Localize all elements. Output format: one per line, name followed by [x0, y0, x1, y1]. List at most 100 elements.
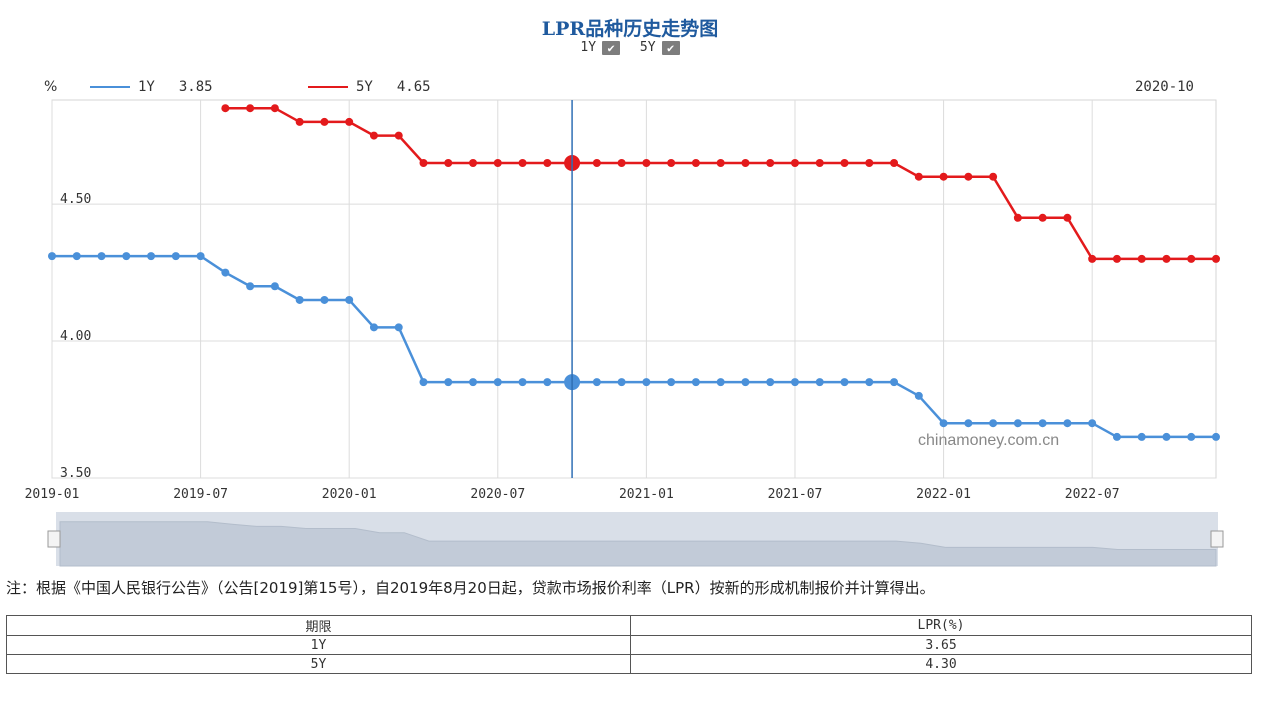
data-point-5y	[1137, 254, 1146, 263]
data-point-1y	[667, 378, 676, 387]
table-header-rate: LPR(%)	[630, 615, 1252, 636]
series-line-1y	[52, 254, 1216, 439]
x-tick-label: 2020-07	[470, 487, 525, 502]
legend-swatch-1y	[90, 86, 130, 88]
data-point-5y	[246, 104, 255, 113]
toggle-5y[interactable]: 5Y ✔	[640, 40, 680, 55]
x-tick-label: 2021-01	[619, 487, 674, 502]
data-point-5y	[518, 159, 527, 167]
data-point-1y	[1063, 419, 1072, 428]
data-point-5y	[790, 159, 799, 167]
data-point-5y	[691, 159, 700, 167]
table-row: 5Y 4.30	[6, 654, 1252, 674]
navigator-handle-left[interactable]	[47, 530, 61, 548]
x-tick-label: 2022-07	[1065, 487, 1120, 502]
data-point-1y	[469, 378, 478, 387]
legend-value-1y: 3.85	[178, 79, 213, 95]
data-point-5y	[939, 172, 948, 181]
legend-value-5y: 4.65	[396, 79, 431, 95]
data-point-5y	[989, 172, 998, 181]
data-point-5y	[716, 159, 725, 167]
legend: % 1Y 3.85 5Y 4.65 2020-10	[0, 79, 1260, 95]
table-cell-term: 5Y	[6, 654, 631, 674]
grid-lines	[51, 99, 1217, 479]
data-point-1y	[419, 378, 428, 387]
checkbox-icon[interactable]: ✔	[661, 40, 680, 55]
data-point-5y	[394, 131, 403, 140]
data-point-1y	[1088, 419, 1097, 428]
data-point-1y	[1112, 432, 1121, 441]
data-point-5y	[592, 159, 601, 167]
data-point-5y	[295, 117, 304, 126]
table-row: 1Y 3.65	[6, 635, 1252, 655]
data-point-1y	[691, 378, 700, 387]
data-point-1y	[196, 252, 205, 261]
data-point-1y	[221, 268, 230, 277]
data-point-1y	[345, 295, 354, 304]
data-point-1y	[543, 378, 552, 387]
table-cell-rate: 3.65	[630, 635, 1252, 655]
series-toggles: 1Y ✔ 5Y ✔	[0, 40, 1260, 55]
data-point-1y	[171, 252, 180, 261]
legend-name-5y: 5Y	[356, 79, 373, 95]
legend-item-1y[interactable]: 1Y 3.85	[90, 79, 213, 95]
data-point-5y	[1162, 254, 1171, 263]
data-point-1y	[1187, 432, 1196, 441]
data-point-1y	[914, 391, 923, 400]
data-point-1y	[642, 378, 651, 387]
data-point-5y	[865, 159, 874, 167]
data-point-5y	[493, 159, 502, 167]
checkbox-icon[interactable]: ✔	[602, 40, 621, 55]
data-point-1y	[1212, 432, 1220, 441]
data-point-5y	[345, 117, 354, 126]
toggle-1y-label: 1Y	[580, 40, 597, 55]
y-tick-label: 3.50	[60, 466, 91, 481]
legend-item-5y[interactable]: 5Y 4.65	[308, 79, 431, 95]
data-point-1y	[147, 252, 156, 261]
data-point-1y	[815, 378, 824, 387]
data-point-5y	[914, 172, 923, 181]
data-point-5y	[369, 131, 378, 140]
data-point-1y	[865, 378, 874, 387]
data-point-1y	[246, 282, 255, 291]
data-point-5y	[1063, 213, 1072, 222]
line-chart[interactable]: 3.50 4.00 4.50 2019-01 2019-07 2020-01 2020-07…	[0, 0, 1280, 580]
y-tick-label: 4.00	[60, 329, 91, 344]
navigator-handle-right[interactable]	[1210, 530, 1224, 548]
range-navigator	[47, 512, 1224, 567]
data-point-5y	[1212, 254, 1220, 263]
data-point-1y	[840, 378, 849, 387]
chart-title: LPR品种历史走势图	[541, 18, 719, 40]
data-point-5y	[741, 159, 750, 167]
table-header-row: 期限 LPR(%)	[6, 615, 1252, 636]
lpr-table: 期限 LPR(%) 1Y 3.65 5Y 4.30	[6, 615, 1252, 674]
data-point-1y	[1013, 419, 1022, 428]
data-point-5y	[221, 104, 230, 113]
data-point-1y	[48, 252, 56, 261]
data-point-1y	[989, 419, 998, 428]
data-point-5y	[1038, 213, 1047, 222]
footnote: 注：根据《中国人民银行公告》（公告[2019]第15号），自2019年8月20日…	[6, 579, 935, 597]
data-point-1y	[964, 419, 973, 428]
data-point-1y	[122, 252, 131, 261]
y-tick-label: 4.50	[60, 192, 91, 207]
data-point-1y	[1038, 419, 1047, 428]
data-point-1y	[716, 378, 725, 387]
data-point-1y	[617, 378, 626, 387]
data-point-5y	[1112, 254, 1121, 263]
data-point-5y	[1013, 213, 1022, 222]
toggle-1y[interactable]: 1Y ✔	[580, 40, 621, 55]
data-point-5y	[840, 159, 849, 167]
data-point-5y	[543, 159, 552, 167]
navigator-area	[59, 521, 1217, 567]
legend-swatch-5y	[308, 86, 348, 88]
data-point-1y	[444, 378, 453, 387]
x-tick-label: 2020-01	[322, 487, 377, 502]
data-point-1y	[890, 378, 899, 387]
data-point-1y	[741, 378, 750, 387]
table-cell-rate: 4.30	[630, 654, 1252, 674]
toggle-5y-label: 5Y	[639, 40, 656, 55]
data-point-1y	[394, 323, 403, 332]
data-point-5y	[815, 159, 824, 167]
data-point-5y	[964, 172, 973, 181]
